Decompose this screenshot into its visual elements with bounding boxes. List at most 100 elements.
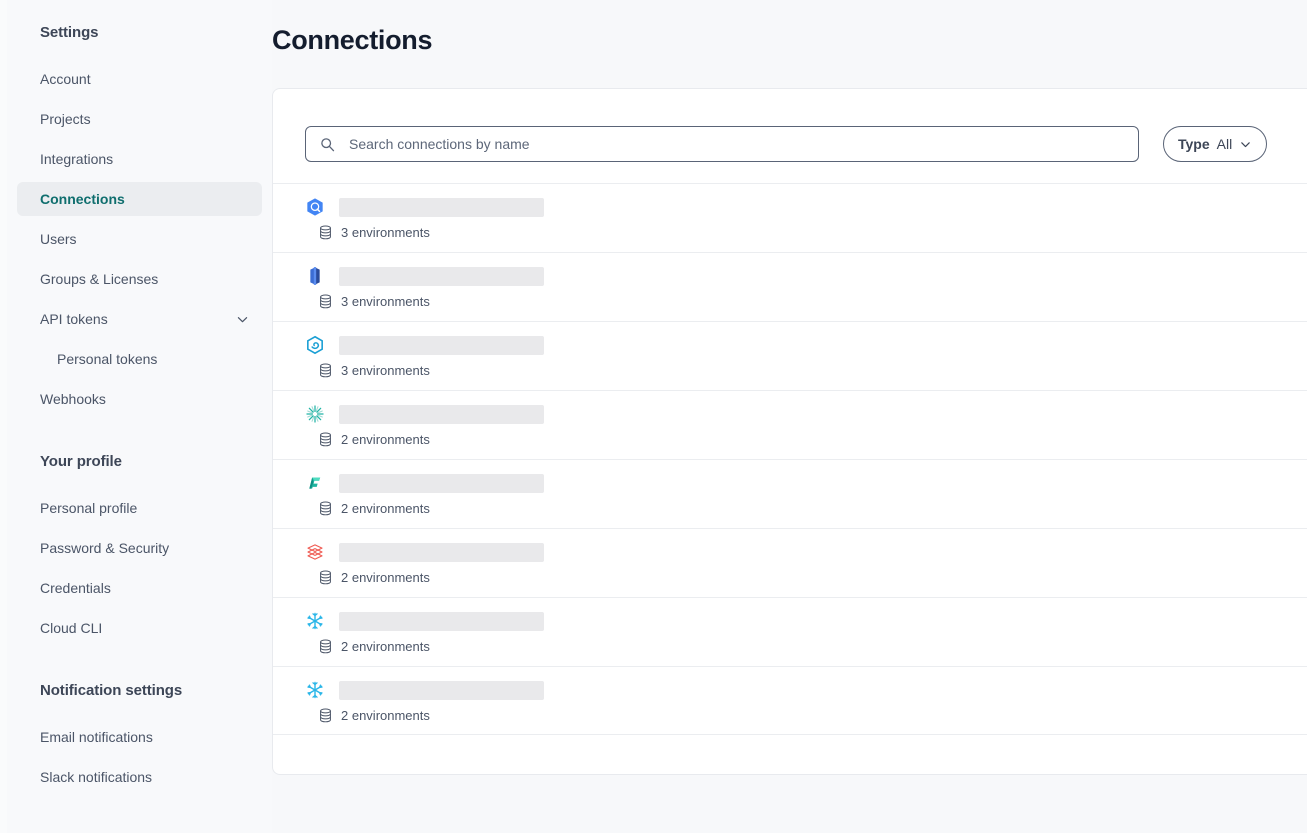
connection-row-meta: 2 environments	[305, 570, 1307, 585]
sidebar-item-users[interactable]: Users	[17, 222, 262, 256]
redpanda-icon	[305, 542, 325, 562]
connection-row-header	[305, 391, 1307, 424]
redshift-icon	[305, 266, 325, 286]
connections-list: 3 environments 3 environments 3 environmen…	[273, 183, 1307, 735]
connection-name-placeholder	[339, 197, 544, 217]
connection-row[interactable]: 2 environments	[273, 597, 1307, 666]
sidebar-item-label: Personal tokens	[57, 351, 158, 367]
sidebar-item-personal-tokens[interactable]: Personal tokens	[17, 342, 262, 376]
sidebar-item-label: Users	[40, 231, 77, 247]
connection-row-meta: 3 environments	[305, 294, 1307, 309]
sidebar-item-groups-licenses[interactable]: Groups & Licenses	[17, 262, 262, 296]
sidebar-item-label: API tokens	[40, 311, 108, 327]
sidebar-item-label: Email notifications	[40, 729, 153, 745]
sidebar-section-title: Notification settings	[40, 682, 183, 699]
connection-row-header	[305, 253, 1307, 286]
sidebar-item-account[interactable]: Account	[17, 62, 262, 96]
sidebar-section-title: Settings	[40, 24, 99, 41]
database-icon	[319, 639, 332, 654]
environments-count-label: 3 environments	[341, 294, 430, 309]
connection-name-placeholder	[339, 473, 544, 493]
connection-row-meta: 2 environments	[305, 708, 1307, 723]
connection-row-header	[305, 322, 1307, 355]
connection-name-placeholder	[339, 542, 544, 562]
connection-row-meta: 2 environments	[305, 432, 1307, 447]
type-filter-dropdown[interactable]: Type All	[1163, 126, 1268, 162]
sidebar-item-webhooks[interactable]: Webhooks	[17, 382, 262, 416]
connection-row-meta: 2 environments	[305, 501, 1307, 516]
connection-row-meta: 3 environments	[305, 225, 1307, 240]
sidebar-item-label: Slack notifications	[40, 769, 153, 785]
chevron-down-icon	[1239, 138, 1252, 151]
sidebar-item-password-security[interactable]: Password & Security	[17, 531, 262, 565]
connection-name-placeholder	[339, 266, 544, 286]
connection-row[interactable]: 2 environments	[273, 666, 1307, 735]
connection-name-placeholder	[339, 335, 544, 355]
sidebar-item-label: Personal profile	[40, 500, 138, 516]
database-icon	[319, 294, 332, 309]
environments-count-label: 2 environments	[341, 639, 430, 654]
sidebar-item-projects[interactable]: Projects	[17, 102, 262, 136]
connection-row[interactable]: 3 environments	[273, 252, 1307, 321]
sidebar-item-label: Cloud CLI	[40, 620, 103, 636]
snowflake-icon	[305, 611, 325, 631]
sidebar-item-personal-profile[interactable]: Personal profile	[17, 491, 262, 525]
connection-row[interactable]: 2 environments	[273, 390, 1307, 459]
search-connections-input[interactable]	[349, 136, 1109, 152]
connection-name-placeholder	[339, 404, 544, 424]
environments-count-label: 2 environments	[341, 432, 430, 447]
hexagon-blue-icon	[305, 335, 325, 355]
bigquery-icon	[305, 197, 325, 217]
snowflake-icon	[305, 680, 325, 700]
sidebar-item-api-tokens[interactable]: API tokens	[17, 302, 262, 336]
sidebar-item-label: Integrations	[40, 151, 114, 167]
connection-row-header	[305, 184, 1307, 217]
connections-toolbar: Type All	[273, 89, 1307, 162]
database-icon	[319, 501, 332, 516]
connection-row[interactable]: 2 environments	[273, 528, 1307, 597]
sidebar-item-label: Password & Security	[40, 540, 170, 556]
sidebar-item-label: Connections	[40, 191, 125, 207]
database-icon	[319, 363, 332, 378]
sidebar-item-label: Account	[40, 71, 91, 87]
connection-row[interactable]: 3 environments	[273, 321, 1307, 390]
sidebar-item-label: Webhooks	[40, 391, 106, 407]
environments-count-label: 2 environments	[341, 708, 430, 723]
environments-count-label: 3 environments	[341, 363, 430, 378]
connection-row-meta: 3 environments	[305, 363, 1307, 378]
sidebar-item-slack-notifications[interactable]: Slack notifications	[17, 760, 262, 794]
database-icon	[319, 708, 332, 723]
sidebar-item-integrations[interactable]: Integrations	[17, 142, 262, 176]
database-icon	[319, 225, 332, 240]
databricks-icon	[305, 404, 325, 424]
connection-row-meta: 2 environments	[305, 639, 1307, 654]
sidebar-item-credentials[interactable]: Credentials	[17, 571, 262, 605]
sidebar-item-label: Projects	[40, 111, 91, 127]
database-icon	[319, 570, 332, 585]
page-title: Connections	[272, 25, 433, 55]
connection-row-header	[305, 460, 1307, 493]
type-filter-value: All	[1216, 136, 1233, 152]
database-icon	[319, 432, 332, 447]
connection-name-placeholder	[339, 611, 544, 631]
sidebar-item-connections[interactable]: Connections	[17, 182, 262, 216]
sidebar-item-label: Credentials	[40, 580, 111, 596]
sidebar-item-cloud-cli[interactable]: Cloud CLI	[17, 611, 262, 645]
main-content: Connections Type All	[272, 0, 1307, 833]
sidebar-section-title: Your profile	[40, 453, 122, 470]
connection-row[interactable]: 3 environments	[273, 183, 1307, 252]
settings-sidebar: Settings Account Projects Integrations Conne…	[0, 0, 272, 833]
search-connections-box[interactable]	[305, 126, 1139, 162]
sidebar-item-email-notifications[interactable]: Email notifications	[17, 720, 262, 754]
connection-row-header	[305, 598, 1307, 631]
chevron-down-icon[interactable]	[236, 313, 249, 326]
sidebar-item-label: Groups & Licenses	[40, 271, 159, 287]
environments-count-label: 2 environments	[341, 570, 430, 585]
environments-count-label: 2 environments	[341, 501, 430, 516]
connection-name-placeholder	[339, 680, 544, 700]
connection-row-header	[305, 529, 1307, 562]
connection-row[interactable]: 2 environments	[273, 459, 1307, 528]
connection-row-header	[305, 667, 1307, 700]
